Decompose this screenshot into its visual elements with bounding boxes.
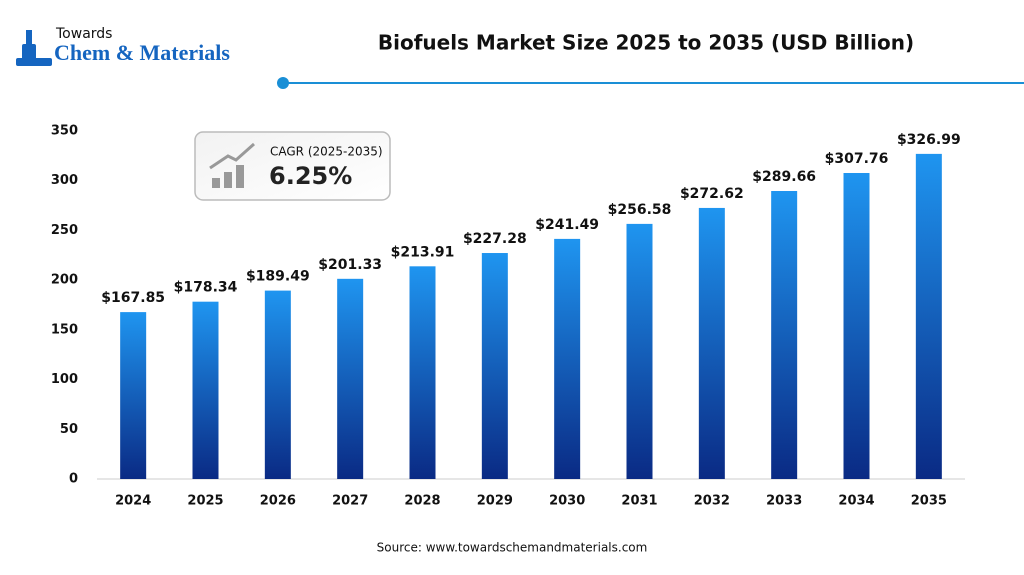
cagr-box: CAGR (2025-2035) 6.25%: [194, 131, 391, 201]
bar: [264, 290, 291, 479]
logo-icon: [26, 30, 32, 46]
value-label: $307.76: [825, 151, 889, 167]
y-tick-label: 0: [69, 472, 78, 487]
x-tick-label: 2035: [911, 494, 947, 509]
x-tick-label: 2031: [621, 494, 657, 509]
bar: [915, 153, 942, 479]
bar: [481, 253, 508, 479]
logo-text: Chem & Materials: [54, 40, 230, 65]
value-label: $167.85: [101, 290, 165, 306]
x-tick-label: 2029: [477, 494, 513, 509]
bar: [771, 190, 798, 480]
x-tick-label: 2026: [260, 494, 296, 509]
value-label: $326.99: [897, 132, 961, 148]
value-label: $201.33: [318, 257, 382, 273]
cagr-icon: [236, 165, 244, 188]
cagr-icon: [224, 172, 232, 188]
x-tick-label: 2033: [766, 494, 802, 509]
bar: [698, 207, 725, 479]
y-tick-label: 300: [51, 173, 78, 188]
x-tick-label: 2025: [187, 494, 223, 509]
cagr-label: CAGR (2025-2035): [270, 145, 383, 159]
value-label: $289.66: [752, 169, 816, 185]
value-label: $189.49: [246, 269, 310, 285]
y-tick-label: 100: [51, 372, 78, 387]
title-rule-dot: [277, 77, 289, 89]
y-tick-label: 50: [60, 422, 78, 437]
cagr-value: 6.25%: [269, 162, 352, 190]
y-tick-label: 200: [51, 273, 78, 288]
value-label: $213.91: [391, 244, 455, 260]
bar: [192, 301, 219, 479]
x-tick-label: 2028: [404, 494, 440, 509]
bar: [554, 238, 581, 479]
x-tick-label: 2032: [694, 494, 730, 509]
bar: [409, 266, 436, 479]
y-tick-label: 250: [51, 223, 78, 238]
bar: [120, 312, 147, 479]
cagr-icon: [209, 142, 255, 170]
value-label: $256.58: [608, 202, 672, 218]
bar: [843, 172, 870, 479]
y-tick-label: 350: [51, 124, 78, 139]
value-label: $241.49: [535, 217, 599, 233]
x-tick-label: 2024: [115, 494, 151, 509]
value-label: $227.28: [463, 231, 527, 247]
y-tick-label: 150: [51, 322, 78, 337]
bar: [626, 223, 653, 479]
x-tick-label: 2034: [838, 494, 874, 509]
cagr-icon: [212, 178, 220, 188]
x-tick-label: 2030: [549, 494, 585, 509]
logo: Towards Chem & Materials: [16, 26, 230, 66]
value-label: $272.62: [680, 186, 744, 202]
logo-icon: [16, 58, 52, 66]
x-tick-label: 2027: [332, 494, 368, 509]
source: Source: www.towardschemandmaterials.com: [377, 541, 648, 555]
value-label: $178.34: [174, 280, 238, 296]
logo-text: Towards: [55, 26, 112, 42]
chart-title: Biofuels Market Size 2025 to 2035 (USD B…: [378, 31, 914, 55]
bar: [337, 278, 364, 479]
